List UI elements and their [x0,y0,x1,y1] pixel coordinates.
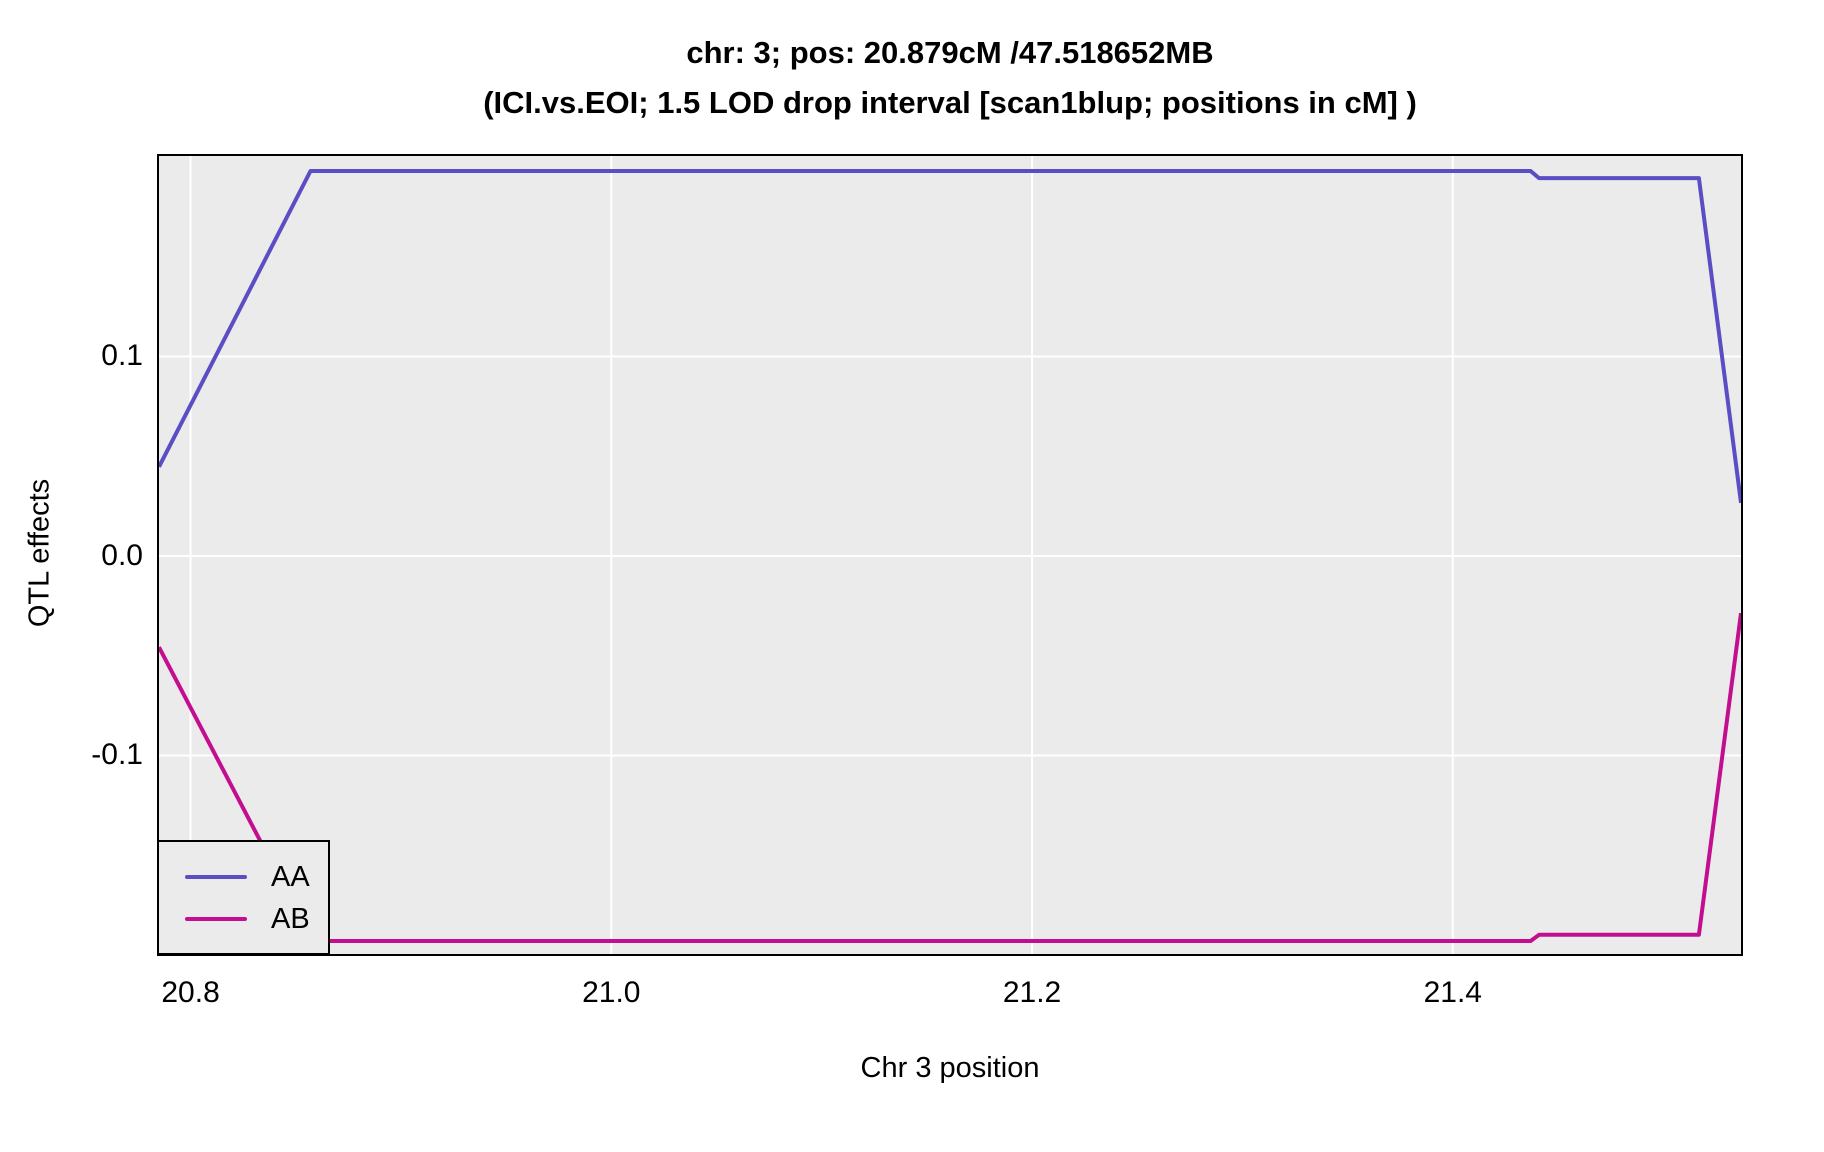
plot-panel-svg [157,154,1743,956]
x-tick-label: 21.4 [1423,976,1482,1009]
x-tick-label: 21.2 [1002,976,1062,1009]
plot-panel [157,154,1743,956]
chart-subtitle: (ICI.vs.EOI; 1.5 LOD drop interval [scan… [483,85,1417,120]
x-axis-title: Chr 3 position [860,1052,1040,1084]
x-tick-label: 21.0 [582,976,641,1009]
legend-ab-line-icon [185,916,247,921]
legend-item-label: AB [271,902,310,935]
y-tick-label: 0.1 [101,339,143,373]
x-axis-ticks: 20.8 21.0 21.2 21.4 [157,972,1743,1014]
chart-title: chr: 3; pos: 20.879cM /47.518652MB [686,35,1214,70]
panel-border [157,154,1743,956]
y-tick-label: 0.0 [101,538,143,572]
chart-title-block: chr: 3; pos: 20.879cM /47.518652MB (ICI.… [157,28,1743,128]
legend: AA AB [157,840,330,955]
y-tick-label: -0.1 [91,738,143,772]
legend-item-label: AA [271,860,310,893]
y-axis-ticks: 0.1 0.0 -0.1 [0,154,157,956]
legend-item: AB [159,903,328,935]
legend-item: AA [159,861,328,893]
series-line-aa [157,169,1743,504]
x-tick-label: 20.8 [161,976,220,1009]
legend-aa-line-icon [185,874,247,879]
